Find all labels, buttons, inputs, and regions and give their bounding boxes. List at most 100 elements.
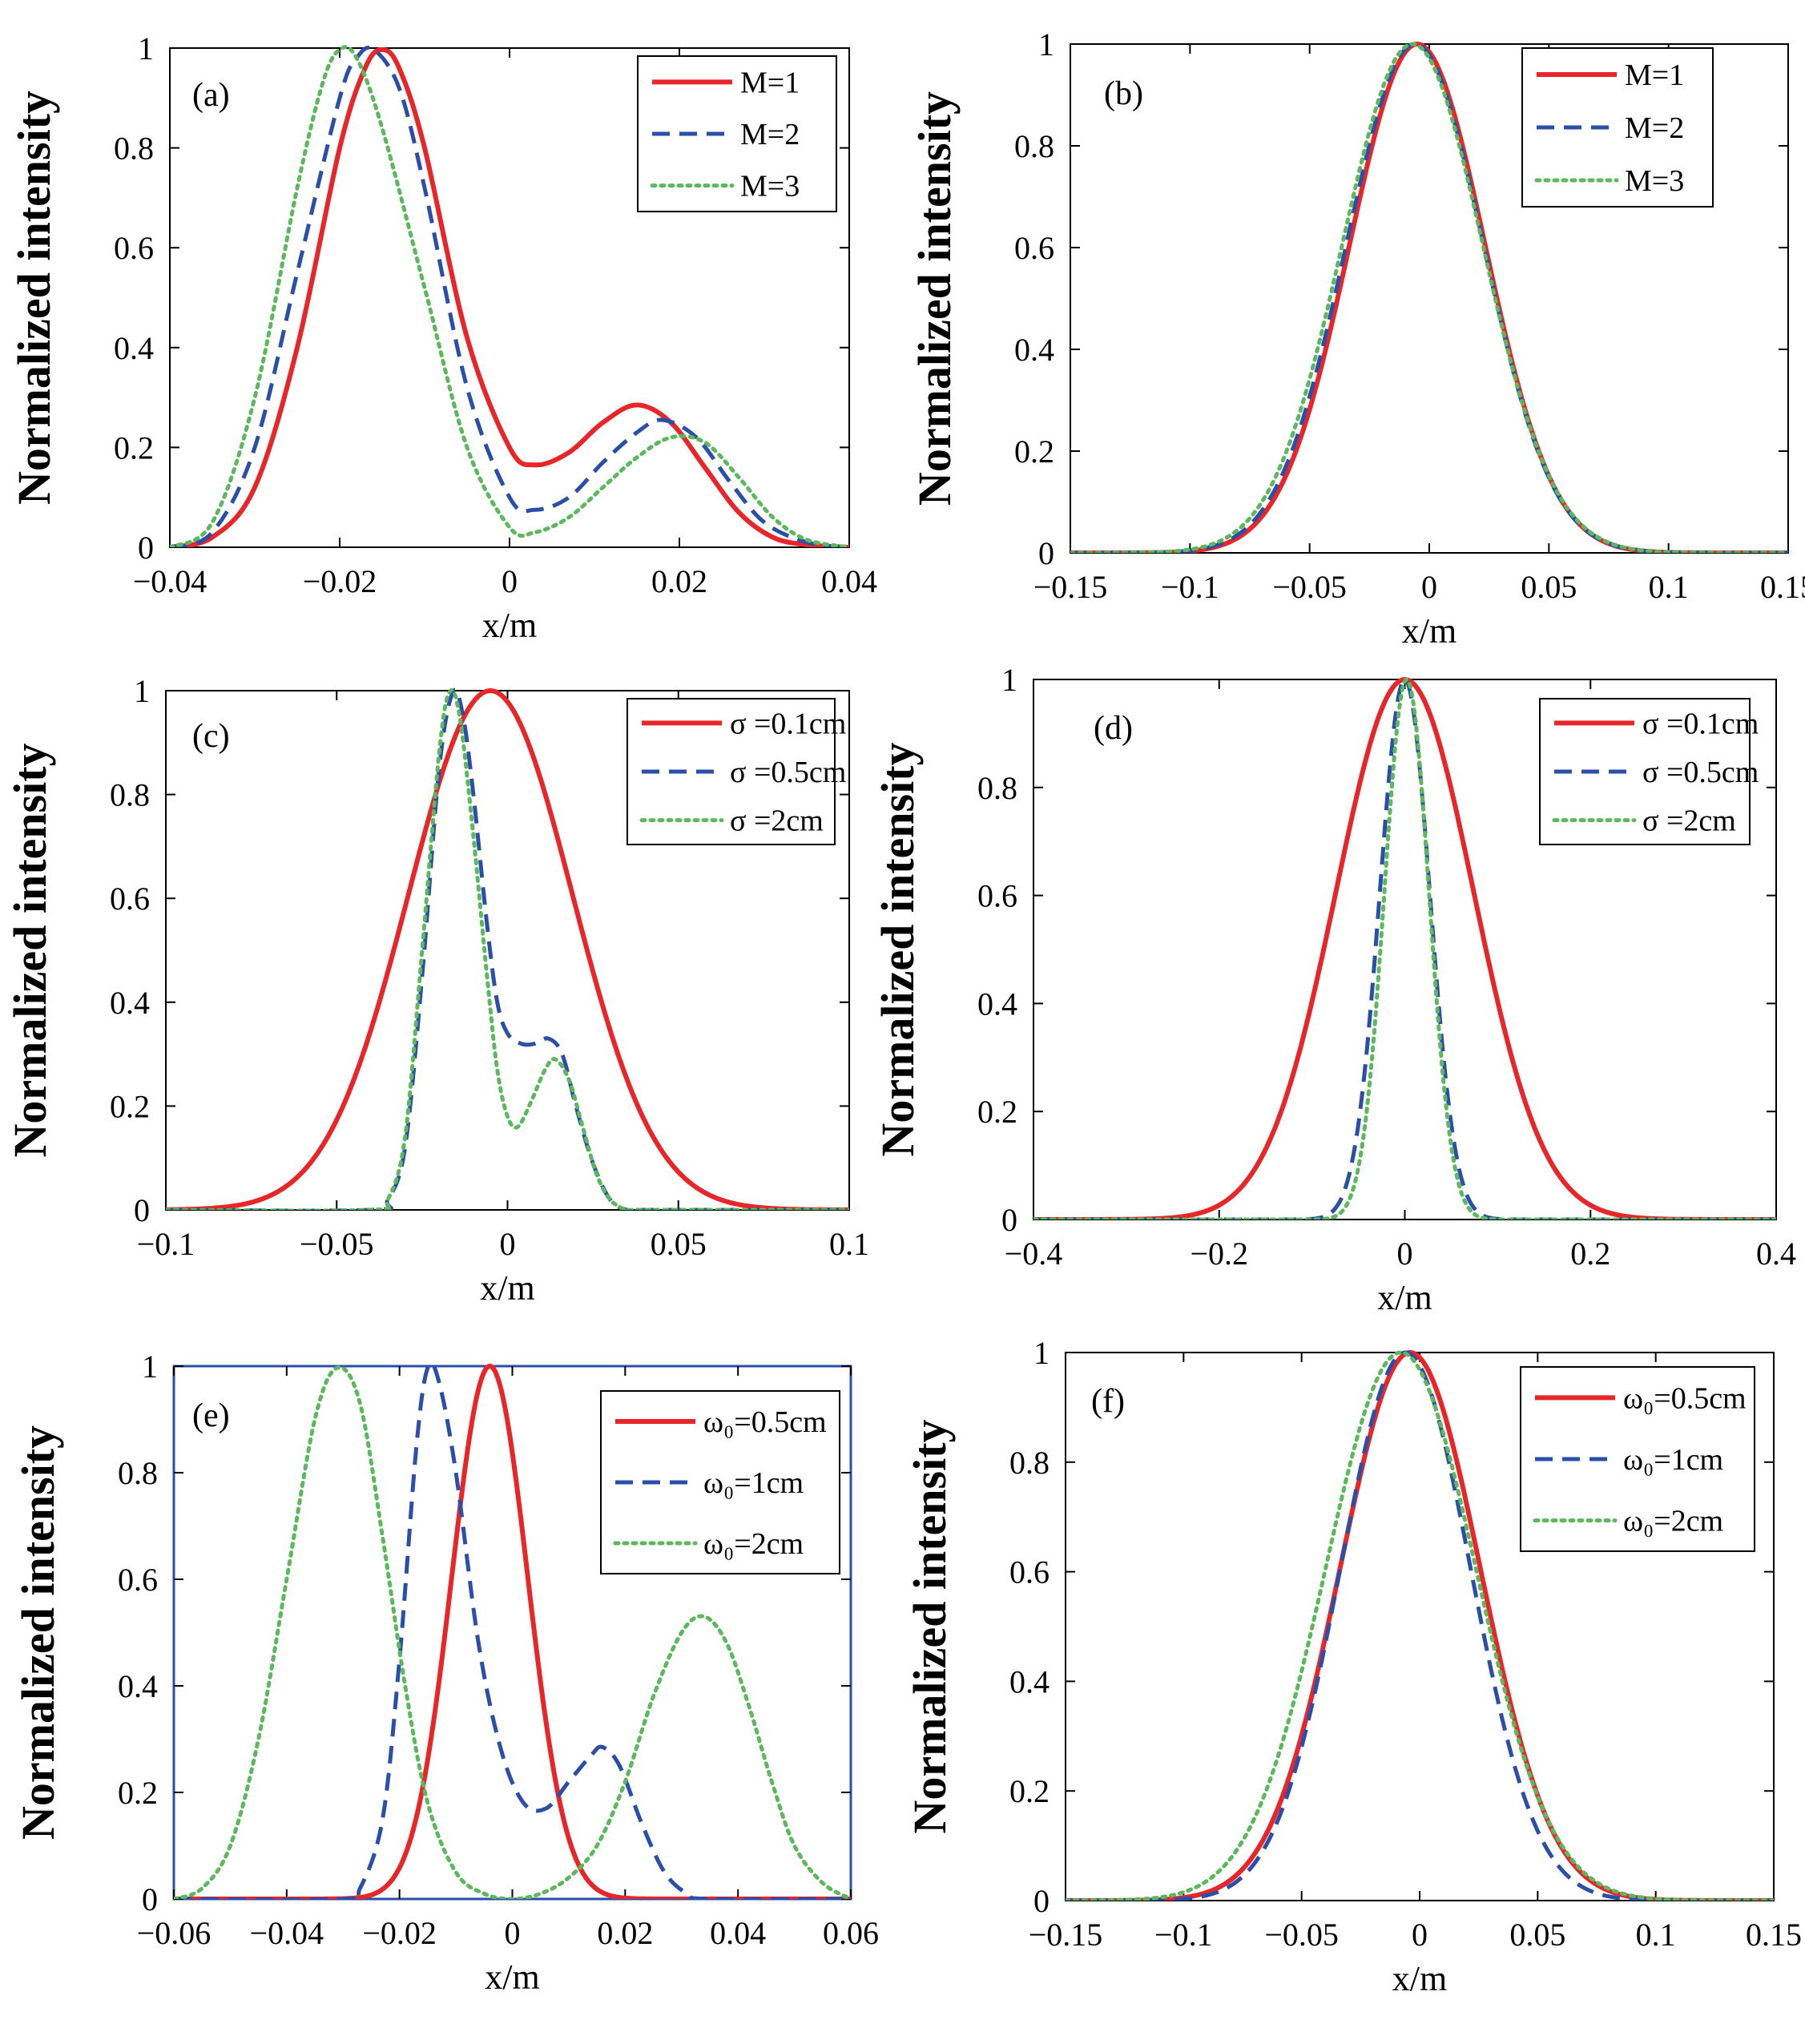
y-tick-label: 0.4: [118, 1668, 158, 1704]
x-tick-label: 0.04: [710, 1915, 766, 1951]
y-tick-label: 0.4: [1009, 1663, 1050, 1699]
x-tick-label: 0.4: [1756, 1236, 1796, 1272]
x-tick-label: −0.06: [137, 1915, 212, 1951]
x-tick-label: 0.1: [1636, 1917, 1676, 1953]
series-line-dashed: [1066, 1350, 1774, 1901]
x-tick-label: −0.04: [250, 1915, 324, 1951]
legend: σ =0.1cm σ =0.5cm σ =2cm: [1539, 698, 1759, 845]
x-tick-label: 0.04: [821, 563, 877, 599]
x-tick-label: 0: [500, 1226, 516, 1262]
x-tick-label: 0: [1397, 1236, 1413, 1272]
x-tick-label: 0.1: [829, 1226, 869, 1262]
y-tick-label: 0.8: [1014, 128, 1054, 164]
x-axis-label: x/m: [482, 606, 537, 645]
y-tick-label: 0: [138, 530, 154, 566]
legend-entry: σ =0.1cm: [730, 707, 846, 740]
y-tick-label: 1: [138, 30, 154, 67]
series-line-dotted: [174, 1365, 851, 1899]
y-tick-label: 0.6: [118, 1562, 158, 1598]
legend: M=1 M=2 M=3: [1521, 47, 1714, 208]
x-axis-label: x/m: [1377, 1278, 1432, 1317]
panel-b: −0.15 −0.1 −0.05 0 0.05 0.1 0.15 0 0.2 0.4 0.6 0.8 1…: [909, 26, 1805, 651]
y-tick-label: 0.2: [114, 429, 154, 466]
legend: σ =0.1cm σ =0.5cm σ =2cm: [627, 698, 846, 845]
y-tick-label: 0.4: [977, 986, 1017, 1022]
legend-entry: ω₀=1cm: [1623, 1443, 1723, 1477]
panel-d: −0.4 −0.2 0 0.2 0.4 0 0.2 0.4 0.6 0.8 1 x/m Normaliz…: [872, 662, 1796, 1317]
legend-entry: σ =0.1cm: [1642, 707, 1759, 740]
series-line-dashed: [174, 1363, 851, 1899]
series-line-solid: [174, 1363, 851, 1899]
legend-entry: M=3: [1625, 164, 1684, 198]
x-tick-label: 0.06: [823, 1915, 879, 1951]
y-tick-label: 1: [134, 673, 150, 709]
x-tick-label: 0.15: [1760, 569, 1805, 605]
legend-entry: M=3: [740, 170, 800, 204]
x-tick-label: −0.15: [1033, 569, 1108, 605]
x-axis-label: x/m: [485, 1957, 539, 1997]
y-tick-label: 0.8: [118, 1455, 158, 1491]
panel-label: (f): [1091, 1383, 1125, 1420]
y-tick-label: 0.6: [1014, 230, 1054, 266]
y-tick-label: 1: [1001, 662, 1017, 698]
series-line-dotted: [1066, 1350, 1774, 1901]
x-tick-label: −0.05: [300, 1226, 374, 1262]
x-tick-label: 0.05: [1509, 1917, 1565, 1953]
panel-label: (b): [1104, 75, 1143, 112]
x-tick-label: 0.05: [1521, 569, 1577, 605]
legend-entry: M=1: [1625, 58, 1684, 92]
y-tick-label: 0.6: [1009, 1554, 1050, 1590]
y-tick-label: 0.4: [114, 330, 154, 366]
series-line-solid: [166, 687, 849, 1210]
x-tick-label: −0.02: [362, 1915, 437, 1951]
y-tick-label: 0: [1038, 535, 1054, 571]
x-tick-label: 0.02: [651, 563, 707, 599]
y-tick-label: 0.6: [977, 878, 1017, 914]
y-tick-label: 1: [1033, 1335, 1050, 1371]
y-tick-label: 0.8: [110, 777, 150, 813]
y-axis-label: Normalized intensity: [12, 1425, 64, 1840]
y-tick-label: 0.8: [114, 131, 154, 167]
x-tick-label: −0.04: [133, 563, 207, 599]
panel-label: (a): [192, 77, 230, 114]
y-axis-label: Normalized intensity: [904, 1419, 956, 1833]
y-tick-label: 0.6: [110, 881, 150, 917]
series-line-dotted: [1033, 677, 1776, 1220]
legend-entry: ω₀=2cm: [1623, 1505, 1723, 1538]
legend: M=1 M=2 M=3: [637, 55, 837, 212]
x-tick-label: −0.4: [1005, 1236, 1063, 1272]
legend: ω₀=0.5cm ω₀=1cm ω₀=2cm: [600, 1390, 840, 1574]
x-axis-label: x/m: [1402, 611, 1456, 651]
y-tick-label: 0.8: [977, 770, 1017, 806]
legend-entry: σ =0.5cm: [1642, 756, 1759, 789]
x-tick-label: 0.2: [1570, 1236, 1610, 1272]
y-axis-label: Normalized intensity: [4, 743, 56, 1157]
legend-entry: σ =2cm: [730, 804, 824, 838]
x-tick-label: −0.2: [1190, 1236, 1248, 1272]
x-tick-label: −0.02: [303, 563, 377, 599]
y-tick-label: 0: [1033, 1883, 1050, 1919]
legend-entry: M=1: [740, 66, 800, 99]
x-tick-label: 0.1: [1649, 569, 1689, 605]
panel-label: (e): [192, 1397, 230, 1434]
x-axis-label: x/m: [1392, 1959, 1447, 1998]
x-tick-label: 0.15: [1746, 1917, 1802, 1953]
legend-entry: ω₀=0.5cm: [703, 1405, 827, 1439]
y-tick-label: 0.4: [110, 985, 150, 1021]
y-tick-label: 0.8: [1009, 1445, 1050, 1481]
series-line-dotted: [170, 45, 849, 547]
legend-entry: ω₀=1cm: [703, 1466, 804, 1500]
x-tick-label: −0.1: [1161, 569, 1219, 605]
panel-c: −0.1 −0.05 0 0.05 0.1 0 0.2 0.4 0.6 0.8 1 x/m Normal…: [4, 673, 869, 1308]
x-tick-label: 0: [1421, 569, 1437, 605]
y-tick-label: 0.2: [110, 1088, 150, 1124]
x-tick-label: 0: [1412, 1917, 1428, 1953]
x-tick-label: 0: [502, 563, 518, 599]
y-tick-label: 0: [1001, 1202, 1017, 1238]
panel-label: (d): [1094, 710, 1133, 747]
y-tick-label: 0.2: [977, 1094, 1017, 1130]
y-tick-label: 0.4: [1014, 332, 1054, 368]
x-tick-label: −0.1: [1154, 1917, 1213, 1953]
x-tick-label: −0.1: [137, 1226, 195, 1262]
legend-entry: σ =0.5cm: [730, 756, 846, 789]
